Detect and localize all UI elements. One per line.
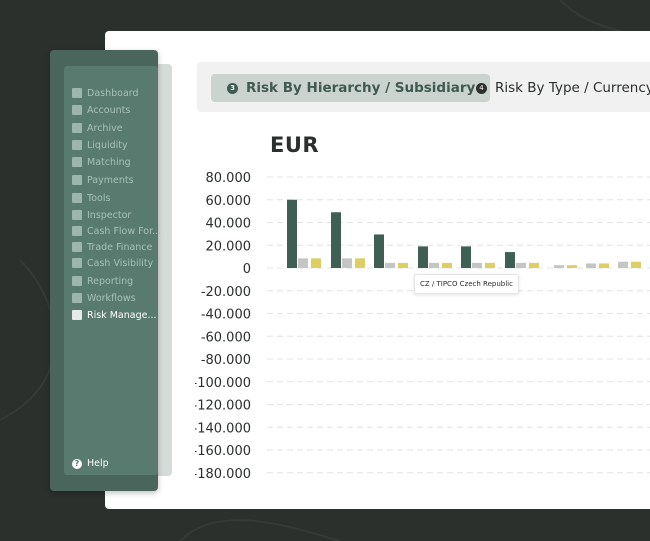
sidebar-item-label: Inspector [87,209,132,221]
sidebar-item-label: Trade Finance [87,241,153,253]
chart-bar[interactable] [355,258,365,268]
tools-icon [72,193,82,203]
risk-management-icon [72,310,82,320]
tab-number-badge: 4 [476,82,487,94]
sidebar-item-matching[interactable]: Matching [72,155,131,169]
sidebar-item-trade-finance[interactable]: Trade Finance [72,240,152,254]
reporting-icon [72,276,82,286]
sidebar-item-label: Cash Flow For... [87,225,162,237]
chart-bar[interactable] [618,261,628,268]
chart-bar[interactable] [287,199,297,268]
sidebar-item-cash-flow[interactable]: Cash Flow For... [72,224,161,238]
sidebar-item-inspector[interactable]: Inspector [72,208,131,222]
chart-bar[interactable] [298,258,308,268]
y-tick-label: -60.000 [201,330,251,345]
sidebar-item-label: Payments [87,174,134,186]
chart-bar[interactable] [472,262,482,268]
chart-bar[interactable] [529,262,539,268]
chart-bar[interactable] [385,262,395,268]
y-tick-label: -20.000 [201,285,251,300]
matching-icon [72,157,82,167]
y-tick-label: -80.000 [201,353,251,368]
y-tick-label: 80.000 [206,171,252,186]
chart-bar[interactable] [485,262,495,268]
sidebar-item-cash-visibility[interactable]: Cash Visibility [72,256,153,270]
chart-bar[interactable] [599,263,609,268]
inspector-icon [72,210,82,220]
sidebar-item-reporting[interactable]: Reporting [72,274,133,288]
sidebar-item-tools[interactable]: Tools [72,191,110,205]
chart-bar[interactable] [505,252,515,268]
y-tick-label: 40.000 [206,217,252,232]
sidebar-item-workflows[interactable]: Workflows [72,291,136,305]
y-tick-label: -120.000 [195,399,251,414]
chart-bar[interactable] [311,258,321,268]
sidebar-item-label: Reporting [87,275,134,287]
sidebar-item-accounts[interactable]: Accounts [72,103,130,117]
sidebar-item-label: Matching [87,156,131,168]
sidebar-item-label: Accounts [87,104,131,116]
sidebar-item-archive[interactable]: Archive [72,121,123,135]
tab-label: Risk By Hierarchy / Subsidiary [246,80,476,96]
tab-risk-by-type[interactable]: 4 Risk By Type / Currency [476,74,650,102]
tab-number-badge: 3 [227,82,238,94]
y-tick-label: 60.000 [206,194,252,209]
chart-bar[interactable] [398,262,408,268]
payments-icon [72,175,82,185]
y-tick-label: -40.000 [201,308,251,323]
cash-flow-icon [72,226,82,236]
tab-label: Risk By Type / Currency [495,80,650,96]
sidebar-item-label: Workflows [87,292,136,304]
sidebar: Dashboard Accounts Archive Liquidity Matchin… [50,50,161,491]
sidebar-item-label: Archive [87,122,123,134]
chart-bar[interactable] [331,212,341,268]
tab-bar: 3 Risk By Hierarchy / Subsidiary 4 Risk … [197,62,650,112]
y-tick-label: -160.000 [195,444,251,459]
tab-risk-by-hierarchy[interactable]: 3 Risk By Hierarchy / Subsidiary [211,74,491,102]
workflows-icon [72,293,82,303]
sidebar-nav: Dashboard Accounts Archive Liquidity Matchin… [64,66,161,475]
accounts-icon [72,105,82,115]
sidebar-item-label: Dashboard [87,87,139,99]
chart-bar[interactable] [567,265,577,268]
liquidity-icon [72,140,82,150]
y-tick-label: 20.000 [206,239,252,254]
chart-bar[interactable] [442,262,452,268]
sidebar-item-risk-management[interactable]: Risk Manage... [72,308,157,322]
chart-bar[interactable] [586,263,596,268]
archive-icon [72,123,82,133]
chart-bar[interactable] [374,234,384,268]
cash-visibility-icon [72,258,82,268]
help-button[interactable]: ? Help [72,458,109,469]
sidebar-item-payments[interactable]: Payments [72,173,134,187]
y-tick-label: -140.000 [195,421,251,436]
chart-bar[interactable] [342,258,352,268]
trade-finance-icon [72,242,82,252]
chart-bar[interactable] [461,246,471,268]
chart-bar[interactable] [554,265,564,268]
sidebar-item-label: Risk Manage... [87,309,157,321]
chart-bar[interactable] [516,262,526,268]
help-label: Help [87,458,109,469]
sidebar-item-label: Tools [87,192,111,204]
help-icon: ? [72,458,82,469]
y-tick-label: 0 [243,262,251,277]
sidebar-item-liquidity[interactable]: Liquidity [72,138,128,152]
sidebar-item-label: Cash Visibility [87,257,154,269]
chart-title: EUR [270,133,320,157]
y-tick-label: -180.000 [195,467,251,482]
chart-tooltip: CZ / TIPCO Czech Republic [414,274,519,294]
y-tick-label: -100.000 [195,376,251,391]
bar-chart: 80.000 60.000 40.000 20.000 0 -20.000 -40.000 -… [195,171,650,482]
sidebar-item-dashboard[interactable]: Dashboard [72,86,139,100]
dashboard-icon [72,88,82,98]
sidebar-item-label: Liquidity [87,139,128,151]
chart-bar[interactable] [418,246,428,268]
chart-bar[interactable] [631,261,641,268]
chart-bar[interactable] [429,262,439,268]
